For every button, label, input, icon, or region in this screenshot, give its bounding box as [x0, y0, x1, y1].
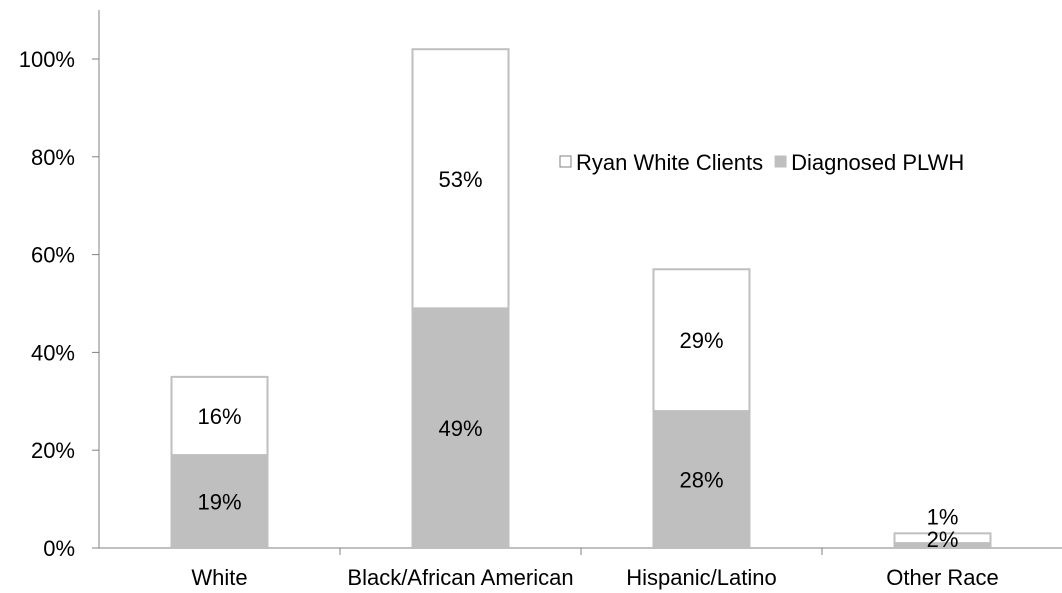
- bar-segment: [652, 268, 751, 413]
- data-label: 1%: [927, 504, 959, 529]
- data-label: 49%: [438, 416, 482, 441]
- category-labels: White Black/African American Hispanic/Lati…: [191, 565, 998, 590]
- y-tick-label: 80%: [31, 145, 75, 170]
- y-tick-label: 60%: [31, 243, 75, 268]
- y-tick-label: 20%: [31, 438, 75, 463]
- bar-segment: [652, 410, 751, 549]
- category-label: Black/African American: [347, 565, 573, 590]
- data-label: 28%: [679, 468, 723, 493]
- legend-label: Diagnosed PLWH: [791, 150, 964, 175]
- bars: [170, 48, 992, 550]
- bar-segment: [411, 48, 510, 310]
- data-label: 29%: [679, 328, 723, 353]
- y-tick-label: 100%: [19, 47, 75, 72]
- bar-segment: [893, 532, 992, 545]
- legend-swatch: [774, 155, 787, 168]
- category-label: Hispanic/Latino: [626, 565, 776, 590]
- y-tick-label: 40%: [31, 340, 75, 365]
- data-label: 53%: [438, 167, 482, 192]
- legend-label: Ryan White Clients: [576, 150, 763, 175]
- bar-segment: [170, 454, 269, 549]
- data-labels: 19% 16% 49% 53% 28% 29% 2%1%: [197, 167, 958, 552]
- bar-segment: [170, 375, 269, 457]
- legend-swatch: [559, 155, 572, 168]
- y-tick-label: 0%: [43, 536, 75, 561]
- data-label: 2%: [927, 527, 959, 552]
- y-tick-labels: 0% 20% 40% 60% 80% 100%: [19, 47, 75, 561]
- data-label: 16%: [197, 404, 241, 429]
- bar-segment: [411, 307, 510, 550]
- data-label: 19%: [197, 490, 241, 515]
- category-label: White: [191, 565, 247, 590]
- legend: Ryan White Clients Diagnosed PLWH: [559, 150, 964, 175]
- category-label: Other Race: [886, 565, 999, 590]
